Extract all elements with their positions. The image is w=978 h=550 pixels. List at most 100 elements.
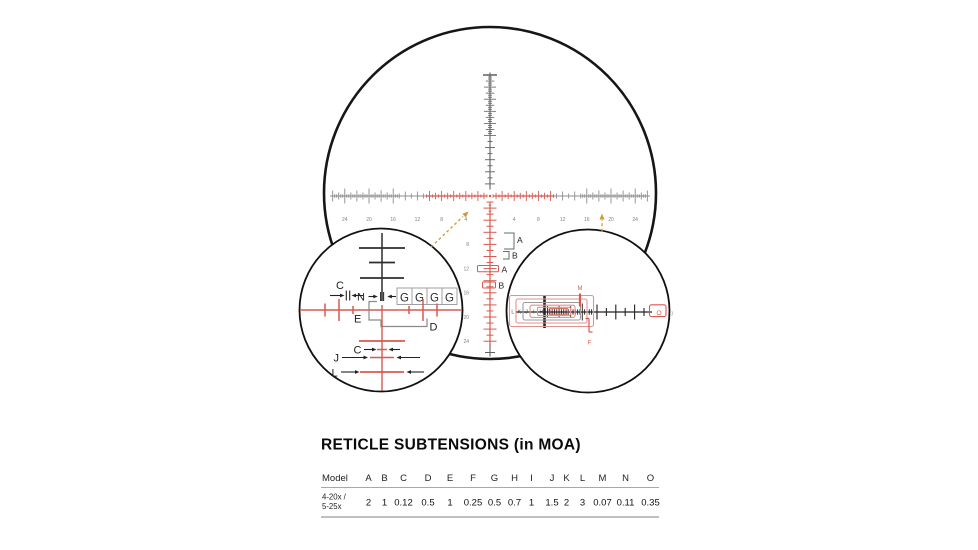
nest-letter: K	[518, 310, 522, 316]
j-label: J	[334, 353, 340, 365]
nest-letter: J	[525, 310, 528, 316]
arrowhead	[373, 294, 378, 299]
o-box	[648, 304, 667, 318]
h-axis-number: 4	[464, 217, 467, 223]
nest-box-h	[536, 306, 572, 317]
scope-circle	[322, 25, 658, 361]
arrowhead	[406, 370, 411, 374]
v-axis-number: 20	[463, 315, 469, 321]
d-label: D	[430, 322, 438, 334]
j-end-label: J	[671, 312, 674, 318]
left-detail-labels: C N E D C J L	[332, 280, 438, 380]
nest-letter: L	[511, 310, 514, 316]
arrowhead	[599, 213, 605, 220]
column-header: C	[400, 473, 407, 484]
nest-box-i	[529, 304, 576, 318]
c-top-label: C	[336, 280, 344, 292]
h-axis-number: 24	[342, 217, 348, 223]
g-cell-letter: G	[415, 293, 424, 305]
right-detail-labels: M F O J	[578, 286, 674, 347]
column-header: O	[647, 473, 654, 484]
column-header: H	[511, 473, 518, 484]
main-scope-view: 24 20 16 12 8 4 4 8 12 16 20 24 8 12 16 20 24	[322, 25, 658, 361]
column-header: D	[425, 473, 432, 484]
bracket-b	[503, 251, 510, 260]
v-axis-number: 12	[463, 266, 469, 272]
column-header: N	[622, 473, 629, 484]
value-cell: 1	[382, 498, 387, 509]
arrowhead	[387, 294, 392, 299]
n-label: N	[357, 292, 365, 304]
v-axis-number: 24	[463, 339, 469, 345]
value-cell: 0.35	[641, 498, 660, 509]
value-cell: 0.25	[464, 498, 483, 509]
model-cell-line1: 4-20x /	[322, 493, 347, 502]
column-header: I	[530, 473, 533, 484]
box-a	[477, 265, 499, 273]
nest-box-j	[522, 301, 582, 321]
column-header: E	[447, 473, 453, 484]
center-callouts: A B A B	[477, 232, 523, 291]
subtension-table-rules	[321, 487, 659, 518]
e-label: E	[354, 314, 361, 326]
left-arrow-line	[430, 216, 464, 248]
column-header-model: Model	[322, 473, 348, 484]
value-cells: 2 1 0.12 0.5 1 0.25 0.5 0.7 1 1.5 2 3 0.07 0.11 0.35	[366, 498, 660, 509]
callout-a2-label: A	[502, 265, 508, 275]
callout-b2-label: B	[499, 281, 505, 291]
callout-b-label: B	[512, 251, 518, 261]
v-axis-number: 8	[466, 242, 469, 248]
column-header: M	[599, 473, 607, 484]
g-cell-letter: G	[400, 293, 409, 305]
arrowhead	[355, 370, 360, 374]
column-header: B	[381, 473, 387, 484]
h-axis-number: 20	[366, 217, 372, 223]
g-cell-letter: G	[445, 293, 454, 305]
e-bracket	[368, 300, 381, 321]
value-cell: 1	[447, 498, 452, 509]
nest-letter: I	[533, 310, 534, 316]
h-axis-number: 4	[513, 217, 516, 223]
value-cell: 0.7	[508, 498, 521, 509]
value-cell: 3	[580, 498, 585, 509]
nest-box-l	[508, 294, 595, 328]
box-b	[482, 281, 496, 289]
d-bracket	[380, 318, 428, 328]
thick-post	[543, 296, 546, 328]
h-axis-number: 12	[560, 217, 566, 223]
model-cell-line2: 5-25x	[322, 502, 342, 511]
table-title: RETICLE SUBTENSIONS (in MOA)	[321, 437, 581, 454]
nest-box-inner	[548, 308, 569, 315]
g-cell-letter: G	[430, 293, 439, 305]
v-axis-number: 16	[463, 291, 469, 297]
value-cell: 0.11	[617, 498, 635, 509]
column-header: J	[550, 473, 555, 484]
g-cell-box	[441, 287, 458, 305]
value-cell: 1.5	[545, 498, 558, 509]
bracket-a	[504, 232, 515, 250]
arrowhead	[396, 355, 401, 360]
arrowhead	[372, 347, 377, 352]
nest-letter: H	[539, 310, 543, 316]
value-cell: 2	[564, 498, 569, 509]
value-cell: 2	[366, 498, 371, 509]
l-label: L	[332, 368, 338, 380]
value-cell: 0.07	[593, 498, 612, 509]
arrowhead	[462, 211, 469, 218]
center-dot	[488, 194, 492, 198]
nest-box-k	[515, 298, 588, 324]
callout-a-label: A	[517, 235, 523, 245]
column-header: L	[580, 473, 585, 484]
h-axis-number: 8	[440, 217, 443, 223]
arrowhead	[340, 293, 345, 298]
h-axis-number: 8	[537, 217, 540, 223]
c-bottom-label: C	[354, 345, 362, 357]
column-header: G	[491, 473, 498, 484]
column-header: K	[563, 473, 570, 484]
h-axis-number: 20	[608, 217, 614, 223]
